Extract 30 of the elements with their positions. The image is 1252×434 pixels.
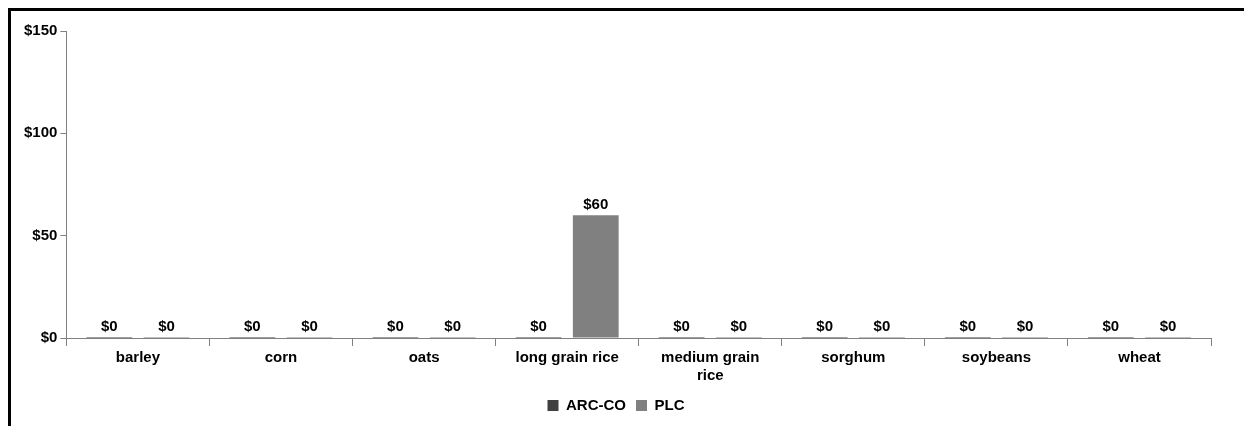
data-label: $0 xyxy=(244,316,261,334)
data-label: $0 xyxy=(530,316,547,334)
data-label: $0 xyxy=(959,316,977,334)
y-tick-label: $50 xyxy=(32,225,58,243)
x-tick-label: medium grain rice xyxy=(661,348,760,384)
x-tick-label: barley xyxy=(115,348,161,366)
data-label: $0 xyxy=(387,316,404,334)
data-label: $0 xyxy=(1016,316,1034,334)
y-tick-label: $0 xyxy=(40,328,58,346)
x-tick-label: wheat xyxy=(1117,348,1161,366)
data-label: $0 xyxy=(1102,316,1120,334)
data-label: $0 xyxy=(673,316,690,334)
data-label: $0 xyxy=(100,316,118,334)
data-label: $0 xyxy=(873,316,891,334)
x-tick-label: long grain rice xyxy=(515,348,619,366)
x-tick-label: corn xyxy=(264,348,298,366)
x-tick-label: oats xyxy=(408,348,440,366)
data-label: $0 xyxy=(444,316,462,334)
legend-label: ARC-CO xyxy=(566,395,627,413)
y-tick-label: $100 xyxy=(23,123,58,141)
data-label: $0 xyxy=(730,316,748,334)
data-label: $0 xyxy=(1159,316,1177,334)
x-tick-label: sorghum xyxy=(821,348,886,366)
x-tick-label: soybeans xyxy=(961,348,1031,366)
data-label: $60 xyxy=(583,194,609,212)
data-label: $0 xyxy=(301,316,318,334)
y-tick-label: $150 xyxy=(23,21,58,39)
data-label: $0 xyxy=(816,316,834,334)
legend-label: PLC xyxy=(654,395,685,413)
data-label: $0 xyxy=(158,316,175,334)
